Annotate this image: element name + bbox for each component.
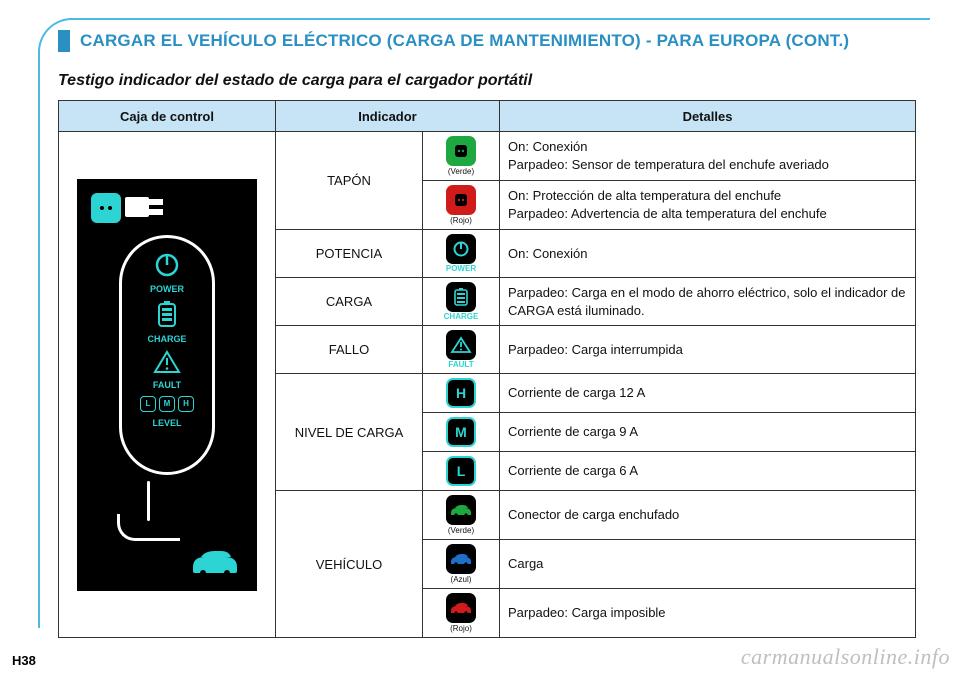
caption-charge: CHARGE [431, 313, 491, 321]
detail-potencia: On: Conexión [500, 230, 916, 278]
ind-nivel: NIVEL DE CARGA [276, 374, 423, 491]
icon-fallo-cell: FAULT [423, 326, 500, 374]
watermark: carmanualsonline.info [741, 644, 950, 670]
ind-carga: CARGA [276, 278, 423, 326]
icon-veh-rojo-cell: (Rojo) [423, 589, 500, 638]
th-control: Caja de control [59, 101, 276, 132]
icon-potencia-cell: POWER [423, 230, 500, 278]
detail-carga: Parpadeo: Carga en el modo de ahorro elé… [500, 278, 916, 326]
level-m-icon: M [446, 417, 476, 447]
car-blue-icon [446, 544, 476, 574]
level-m-pill: M [159, 396, 175, 412]
fault-icon [153, 350, 181, 374]
plug-red-icon [446, 185, 476, 215]
control-box-cell: POWER CHARGE FAULT L M H LEVEL [59, 132, 276, 638]
th-indicator: Indicador [276, 101, 500, 132]
car-green-icon [446, 495, 476, 525]
power-small-icon [446, 234, 476, 264]
caption-rojo-1: (Rojo) [431, 216, 491, 225]
header-bar: CARGAR EL VEHÍCULO ELÉCTRICO (CARGA DE M… [58, 30, 849, 52]
level-h-pill: H [178, 396, 194, 412]
charger-power-label: POWER [150, 284, 184, 294]
charge-small-icon [446, 282, 476, 312]
page-subtitle: Testigo indicador del estado de carga pa… [58, 72, 532, 90]
indicator-table: Caja de control Indicador Detalles POWER… [58, 100, 916, 638]
icon-veh-azul-cell: (Azul) [423, 540, 500, 589]
detail-veh-rojo: Parpadeo: Carga imposible [500, 589, 916, 638]
plug-green-icon [446, 136, 476, 166]
charger-fault-label: FAULT [153, 380, 181, 390]
plug-socket-icon [91, 193, 121, 223]
power-icon [154, 252, 180, 278]
charger-level-label: LEVEL [152, 418, 181, 428]
page-number: H38 [12, 653, 36, 668]
plug-prong-icon [125, 197, 149, 217]
ind-potencia: POTENCIA [276, 230, 423, 278]
car-red-icon [446, 593, 476, 623]
ind-tapon: TAPÓN [276, 132, 423, 230]
level-l-icon: L [446, 456, 476, 486]
level-l-pill: L [140, 396, 156, 412]
page-title: CARGAR EL VEHÍCULO ELÉCTRICO (CARGA DE M… [80, 31, 849, 51]
level-h-text: H [456, 385, 466, 401]
battery-icon [156, 300, 178, 328]
charger-body: POWER CHARGE FAULT L M H LEVEL [119, 235, 215, 475]
caption-fault: FAULT [431, 361, 491, 369]
fault-small-icon [446, 330, 476, 360]
caption-rojo-2: (Rojo) [431, 624, 491, 633]
caption-power: POWER [431, 265, 491, 273]
icon-nivel-h-cell: H [423, 374, 500, 413]
icon-tapon-verde-cell: (Verde) [423, 132, 500, 181]
detail-tapon-rojo: On: Protección de alta temperatura del e… [500, 181, 916, 230]
cable-icon [147, 481, 150, 521]
icon-nivel-m-cell: M [423, 413, 500, 452]
level-l-text: L [457, 463, 466, 479]
detail-fallo: Parpadeo: Carga interrumpida [500, 326, 916, 374]
caption-verde-1: (Verde) [431, 167, 491, 176]
car-icon [187, 547, 243, 577]
th-details: Detalles [500, 101, 916, 132]
charger-diagram: POWER CHARGE FAULT L M H LEVEL [77, 179, 257, 591]
caption-azul: (Azul) [431, 575, 491, 584]
icon-tapon-rojo-cell: (Rojo) [423, 181, 500, 230]
level-pills: L M H [140, 396, 194, 412]
header-accent-box [58, 30, 70, 52]
caption-verde-2: (Verde) [431, 526, 491, 535]
icon-nivel-l-cell: L [423, 452, 500, 491]
charger-charge-label: CHARGE [147, 334, 186, 344]
detail-nivel-h: Corriente de carga 12 A [500, 374, 916, 413]
detail-nivel-m: Corriente de carga 9 A [500, 413, 916, 452]
ind-fallo: FALLO [276, 326, 423, 374]
level-m-text: M [455, 424, 467, 440]
detail-nivel-l: Corriente de carga 6 A [500, 452, 916, 491]
icon-veh-verde-cell: (Verde) [423, 491, 500, 540]
detail-veh-verde: Conector de carga enchufado [500, 491, 916, 540]
detail-tapon-verde: On: ConexiónParpadeo: Sensor de temperat… [500, 132, 916, 181]
detail-veh-azul: Carga [500, 540, 916, 589]
ind-vehiculo: VEHÍCULO [276, 491, 423, 638]
level-h-icon: H [446, 378, 476, 408]
icon-carga-cell: CHARGE [423, 278, 500, 326]
